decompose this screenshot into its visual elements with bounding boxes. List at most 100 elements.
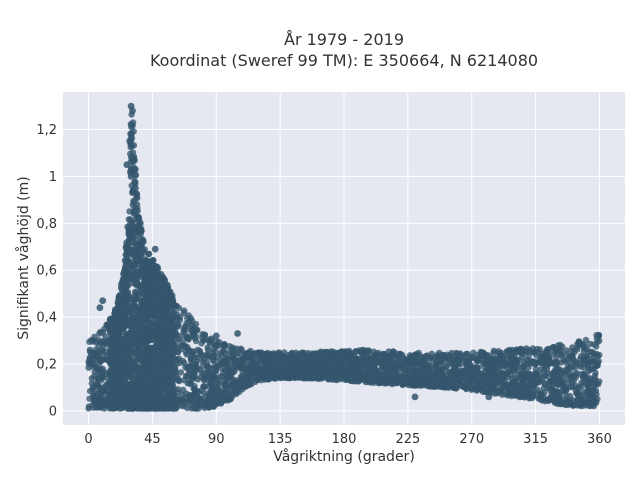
data-point xyxy=(127,303,135,310)
data-point xyxy=(208,337,215,344)
data-point xyxy=(309,356,317,364)
data-point xyxy=(189,373,196,381)
data-point xyxy=(361,376,368,384)
data-point xyxy=(174,375,182,382)
data-point xyxy=(525,364,532,371)
data-point xyxy=(342,365,349,372)
data-point xyxy=(212,376,220,383)
data-point xyxy=(141,363,148,371)
data-point xyxy=(545,361,552,368)
data-point xyxy=(448,352,455,360)
data-point xyxy=(519,350,526,357)
data-point xyxy=(206,383,213,390)
data-point xyxy=(594,338,601,346)
data-point xyxy=(221,350,229,357)
data-point xyxy=(493,365,500,372)
data-point xyxy=(550,359,557,366)
data-point xyxy=(186,380,194,388)
data-point xyxy=(396,352,403,359)
data-point xyxy=(574,343,581,351)
data-point xyxy=(491,390,499,397)
data-point xyxy=(396,358,403,365)
data-point xyxy=(387,377,395,384)
data-point xyxy=(540,368,547,375)
data-point xyxy=(193,327,200,334)
data-point xyxy=(103,321,110,328)
data-point xyxy=(201,377,208,384)
data-point xyxy=(487,356,494,364)
data-point xyxy=(182,364,189,371)
data-point xyxy=(585,392,593,400)
data-point xyxy=(112,374,120,381)
data-point xyxy=(582,336,590,344)
data-point xyxy=(112,378,120,386)
data-point xyxy=(200,383,207,390)
data-point xyxy=(496,350,503,357)
data-point xyxy=(217,361,225,368)
data-point xyxy=(464,357,471,364)
data-point xyxy=(568,352,575,360)
data-point xyxy=(97,396,105,404)
data-point xyxy=(391,372,398,379)
data-point xyxy=(131,360,139,367)
data-point xyxy=(570,402,577,409)
data-point xyxy=(145,357,152,364)
data-point xyxy=(139,258,146,266)
data-point xyxy=(166,320,174,327)
data-point xyxy=(407,359,415,367)
data-point xyxy=(131,260,138,268)
data-point xyxy=(381,364,388,371)
data-point xyxy=(448,372,455,379)
data-point xyxy=(210,352,217,359)
data-point xyxy=(133,190,140,197)
data-point xyxy=(587,375,594,382)
data-point xyxy=(298,361,305,369)
data-point xyxy=(575,338,583,345)
data-point xyxy=(520,364,527,371)
data-point xyxy=(188,360,195,368)
data-point xyxy=(381,359,388,366)
data-point xyxy=(169,339,177,347)
data-point xyxy=(569,396,576,404)
data-point xyxy=(573,359,580,366)
data-point xyxy=(169,364,176,371)
data-point xyxy=(550,370,557,377)
data-point xyxy=(169,355,177,362)
data-point xyxy=(129,201,136,209)
data-point xyxy=(534,386,541,393)
data-point xyxy=(97,328,104,336)
data-point xyxy=(432,375,439,382)
data-point xyxy=(94,402,101,409)
data-point xyxy=(131,297,138,304)
data-point xyxy=(255,349,262,357)
data-point xyxy=(165,398,172,406)
data-point xyxy=(203,362,211,370)
data-point xyxy=(515,357,523,364)
data-point xyxy=(202,392,210,400)
data-point xyxy=(561,370,569,377)
data-point xyxy=(330,357,337,364)
data-point xyxy=(450,367,457,374)
data-point xyxy=(583,345,591,353)
data-point xyxy=(190,392,197,399)
data-point xyxy=(522,374,529,382)
data-point xyxy=(126,226,133,233)
data-point xyxy=(85,405,92,412)
data-point xyxy=(494,358,501,366)
data-point xyxy=(171,396,179,404)
data-point xyxy=(213,382,220,389)
data-point xyxy=(196,347,204,355)
data-point xyxy=(132,208,140,215)
data-point xyxy=(268,350,275,357)
data-point xyxy=(486,365,493,372)
data-point xyxy=(539,374,546,381)
data-points xyxy=(85,102,603,412)
data-point xyxy=(231,360,238,368)
data-point xyxy=(321,351,328,358)
data-point xyxy=(475,364,482,371)
data-point xyxy=(295,374,302,381)
data-point xyxy=(563,347,570,354)
data-point xyxy=(162,296,169,303)
data-point xyxy=(557,341,564,349)
data-point xyxy=(225,366,232,373)
